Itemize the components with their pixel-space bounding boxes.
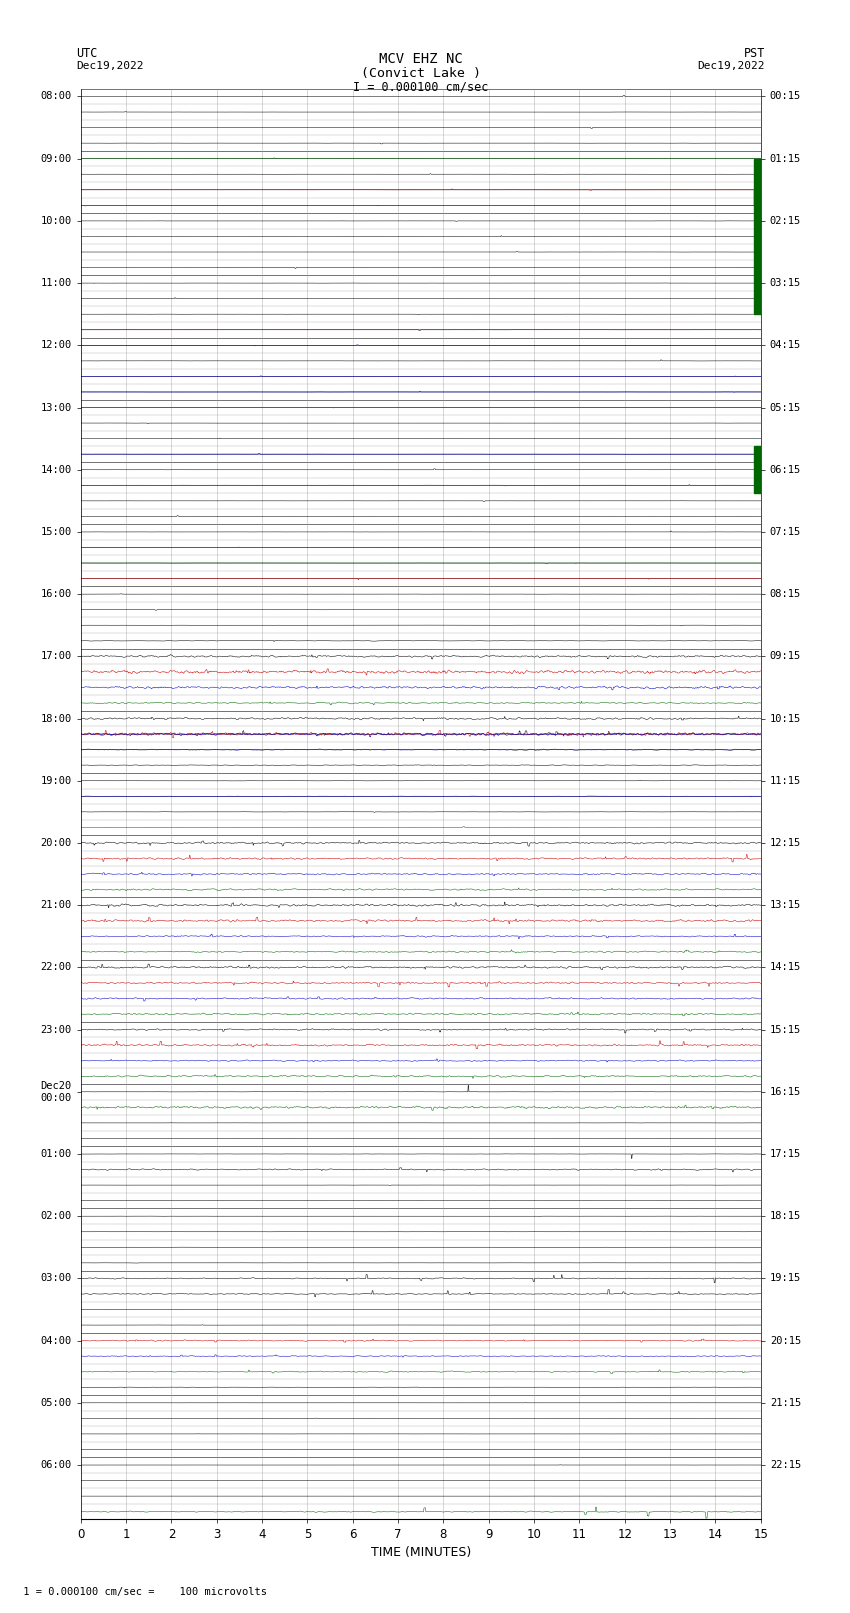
Text: Dec19,2022: Dec19,2022 [76,61,144,71]
Text: PST: PST [744,47,765,60]
Text: (Convict Lake ): (Convict Lake ) [360,66,481,81]
Bar [754,190,761,315]
X-axis label: TIME (MINUTES): TIME (MINUTES) [371,1545,471,1558]
Text: I = 0.000100 cm/sec: I = 0.000100 cm/sec [353,81,489,94]
Bar [754,447,761,494]
Text: UTC: UTC [76,47,98,60]
Text: 1 = 0.000100 cm/sec =    100 microvolts: 1 = 0.000100 cm/sec = 100 microvolts [17,1587,267,1597]
Bar [754,158,761,205]
Text: MCV EHZ NC: MCV EHZ NC [379,52,462,66]
Text: Dec19,2022: Dec19,2022 [698,61,765,71]
